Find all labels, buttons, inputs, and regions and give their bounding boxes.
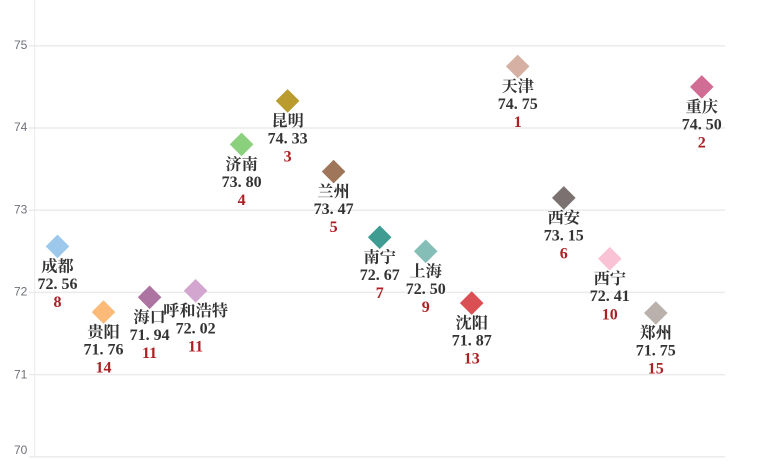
- svg-text:6: 6: [560, 246, 568, 263]
- svg-text:14: 14: [96, 360, 112, 377]
- svg-text:72. 41: 72. 41: [590, 288, 630, 305]
- svg-text:71. 87: 71. 87: [452, 333, 492, 350]
- svg-text:7: 7: [376, 285, 384, 302]
- svg-text:72. 50: 72. 50: [406, 281, 446, 298]
- svg-text:1: 1: [514, 114, 522, 131]
- svg-text:73. 80: 73. 80: [222, 174, 262, 191]
- svg-text:72. 67: 72. 67: [360, 267, 400, 284]
- svg-text:71. 75: 71. 75: [636, 343, 676, 360]
- svg-text:74. 75: 74. 75: [498, 96, 538, 113]
- svg-text:73: 73: [14, 202, 28, 216]
- svg-text:72: 72: [14, 284, 28, 298]
- svg-text:71. 94: 71. 94: [130, 327, 170, 344]
- svg-text:72. 02: 72. 02: [176, 320, 216, 337]
- svg-text:11: 11: [142, 345, 157, 362]
- svg-text:74: 74: [14, 120, 28, 134]
- svg-text:71. 76: 71. 76: [84, 342, 124, 359]
- svg-text:71: 71: [14, 368, 28, 382]
- svg-text:8: 8: [54, 294, 62, 311]
- svg-text:4: 4: [238, 192, 246, 209]
- svg-text:73. 47: 73. 47: [314, 201, 354, 218]
- svg-text:11: 11: [188, 338, 203, 355]
- svg-text:74. 33: 74. 33: [268, 130, 308, 147]
- svg-text:13: 13: [464, 351, 480, 368]
- svg-text:9: 9: [422, 299, 430, 316]
- svg-text:74. 50: 74. 50: [682, 116, 722, 133]
- svg-text:72. 56: 72. 56: [38, 276, 78, 293]
- svg-text:2: 2: [698, 135, 706, 152]
- svg-text:75: 75: [14, 38, 28, 52]
- svg-text:5: 5: [330, 219, 338, 236]
- svg-text:10: 10: [602, 306, 618, 323]
- svg-text:15: 15: [648, 361, 664, 378]
- svg-text:73. 15: 73. 15: [544, 227, 584, 244]
- svg-text:3: 3: [284, 149, 292, 166]
- svg-text:70: 70: [14, 443, 28, 457]
